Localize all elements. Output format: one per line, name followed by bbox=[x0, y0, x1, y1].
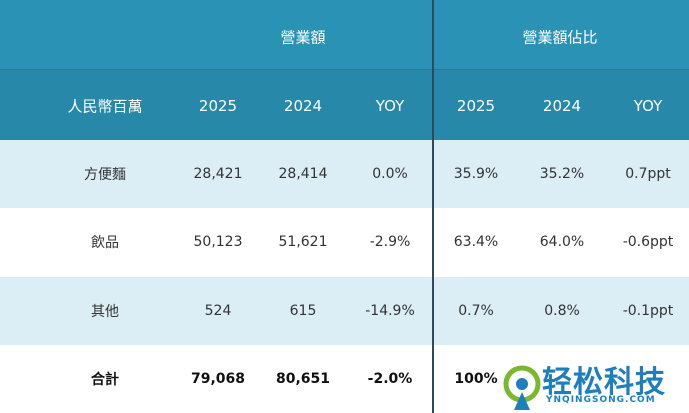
table-row bbox=[0, 140, 689, 209]
table-cell: 615 bbox=[289, 302, 317, 319]
table-cell: 0.0% bbox=[372, 166, 408, 182]
column-header: 2024 bbox=[283, 97, 323, 115]
table-cell: 飲品 bbox=[91, 235, 119, 252]
column-header: 人民幣百萬 bbox=[67, 97, 143, 116]
table-cell: 51,621 bbox=[278, 234, 328, 251]
table-cell: -2.9% bbox=[369, 234, 411, 251]
table-row bbox=[0, 276, 689, 346]
group-header: 營業額 bbox=[280, 28, 326, 47]
table-cell: 80,651 bbox=[275, 370, 331, 387]
table-cell: -0.1ppt bbox=[622, 302, 674, 319]
column-header: 2025 bbox=[456, 97, 496, 115]
table-cell: -14.9% bbox=[365, 302, 415, 319]
table-cell: 100% bbox=[454, 370, 498, 387]
table-row bbox=[0, 208, 689, 278]
table-cell: 0.7ppt bbox=[625, 166, 671, 182]
column-header: YOY bbox=[633, 97, 663, 115]
group-header: 營業額佔比 bbox=[522, 28, 598, 47]
table-cell: -2.0% bbox=[367, 370, 413, 387]
watermark-text: 轻松科技 bbox=[542, 365, 666, 400]
column-header: YOY bbox=[375, 97, 405, 115]
column-header: 2025 bbox=[198, 97, 238, 115]
table-cell: 合計 bbox=[91, 371, 119, 388]
column-header: 2024 bbox=[542, 97, 582, 115]
table-cell: 50,123 bbox=[193, 234, 243, 251]
table-cell: 79,068 bbox=[190, 370, 246, 387]
table-cell: 0.7% bbox=[458, 302, 494, 319]
table-cell: 0.8% bbox=[544, 302, 580, 319]
header-row bbox=[0, 0, 689, 70]
table-cell: 方便麵 bbox=[84, 167, 126, 183]
watermark-url: YNQINGSONG.COM bbox=[546, 395, 656, 405]
table-cell: 其他 bbox=[91, 303, 119, 320]
table-cell: 35.9% bbox=[453, 166, 499, 182]
table-cell: 35.2% bbox=[539, 166, 585, 182]
table-cell: 28,414 bbox=[278, 166, 328, 182]
column-divider bbox=[432, 0, 434, 413]
table-cell: 63.4% bbox=[453, 234, 499, 251]
watermark-logo bbox=[503, 365, 541, 410]
watermark: 轻松科技 YNQINGSONG.COM bbox=[500, 360, 689, 413]
header-separator bbox=[0, 69, 689, 70]
table-cell: 64.0% bbox=[539, 234, 585, 251]
table-cell: -0.6ppt bbox=[622, 234, 674, 251]
header-row bbox=[0, 70, 689, 140]
table-cell: 28,421 bbox=[193, 166, 243, 182]
table-cell: 524 bbox=[204, 302, 232, 319]
table-row bbox=[0, 344, 689, 413]
